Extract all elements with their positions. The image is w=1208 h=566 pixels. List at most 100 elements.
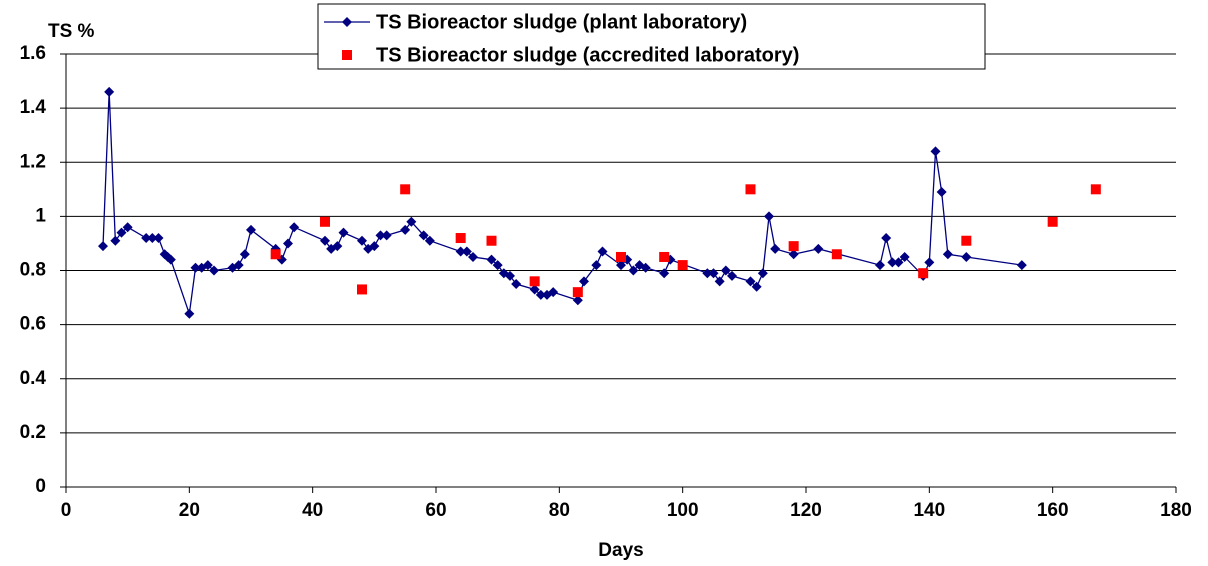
diamond-marker: [239, 249, 250, 260]
y-tick-label: 0.2: [20, 422, 46, 443]
diamond-marker: [622, 254, 633, 265]
diamond-marker: [572, 295, 583, 306]
diamond-marker: [116, 227, 127, 238]
diamond-marker: [338, 227, 349, 238]
x-tick-label: 20: [179, 500, 200, 521]
diamond-marker: [184, 308, 195, 319]
legend-box: [317, 3, 986, 70]
y-tick-label: 0.6: [20, 314, 46, 335]
legend-label: TS Bioreactor sludge (accredited laborat…: [376, 44, 799, 66]
square-marker: [961, 235, 972, 246]
diamond-marker: [289, 222, 300, 233]
diamond-marker: [159, 249, 170, 260]
y-tick-label: 0.4: [20, 368, 47, 389]
diamond-marker: [424, 235, 435, 246]
diamond-marker: [110, 235, 121, 246]
y-tick-label: 1.4: [20, 97, 47, 118]
square-marker: [455, 233, 466, 244]
diamond-marker: [887, 257, 898, 268]
diamond-marker: [745, 276, 756, 287]
y-axis-label: TS %: [48, 21, 95, 42]
square-marker: [486, 235, 497, 246]
diamond-marker: [190, 262, 201, 273]
diamond-marker: [529, 284, 540, 295]
diamond-marker: [505, 270, 515, 281]
diamond-marker: [202, 260, 213, 271]
square-marker: [357, 284, 367, 295]
diamond-marker: [492, 260, 503, 271]
diamond-marker: [535, 289, 546, 300]
diamond-marker: [468, 251, 478, 262]
x-tick-label: 140: [913, 500, 945, 521]
square-marker: [831, 249, 842, 260]
diamond-marker: [246, 224, 256, 235]
diamond-marker: [930, 146, 941, 157]
diamond-marker: [708, 268, 719, 279]
diamond-marker: [418, 230, 429, 241]
diamond-marker: [727, 270, 737, 281]
square-marker: [918, 268, 929, 279]
y-tick-label: 0: [35, 476, 46, 497]
x-tick-label: 60: [425, 500, 446, 521]
x-axis-label: Days: [598, 540, 643, 561]
square-marker: [745, 184, 756, 195]
diamond-marker: [548, 287, 559, 298]
diamond-marker: [1016, 260, 1027, 271]
diamond-marker: [357, 235, 367, 246]
diamond-marker: [400, 224, 411, 235]
diamond-marker: [942, 249, 953, 260]
diamond-marker: [406, 216, 417, 227]
diamond-marker: [720, 265, 731, 276]
diamond-marker: [770, 243, 781, 254]
x-tick-label: 0: [61, 500, 72, 521]
diamond-marker: [104, 86, 115, 97]
diamond-marker: [141, 233, 152, 244]
square-marker: [270, 249, 281, 260]
diamond-marker: [375, 230, 386, 241]
diamond-marker: [751, 281, 762, 292]
diamond-marker: [233, 260, 244, 271]
square-marker: [342, 50, 352, 60]
square-marker: [788, 241, 799, 252]
square-marker: [1090, 184, 1101, 195]
diamond-marker: [283, 238, 293, 249]
diamond-marker: [665, 254, 676, 265]
diamond-marker: [147, 233, 158, 244]
diamond-marker: [342, 17, 352, 27]
diamond-marker: [579, 276, 589, 287]
diamond-marker: [209, 265, 219, 276]
square-marker: [400, 184, 411, 195]
diamond-marker: [757, 268, 768, 279]
diamond-marker: [659, 268, 670, 279]
x-tick-label: 180: [1160, 500, 1192, 521]
square-marker: [677, 260, 688, 271]
diamond-marker: [369, 241, 380, 252]
diamond-marker: [597, 246, 608, 257]
diamond-marker: [936, 187, 947, 198]
diamond-marker: [640, 262, 651, 273]
diamond-marker: [813, 243, 824, 254]
diamond-marker: [628, 265, 639, 276]
x-tick-label: 80: [549, 500, 570, 521]
square-marker: [572, 287, 583, 298]
square-marker: [320, 216, 330, 227]
diamond-marker: [153, 233, 164, 244]
legend: TS Bioreactor sludge (plant laboratory) T…: [317, 3, 986, 70]
diamond-marker: [511, 279, 522, 290]
diamond-marker: [591, 260, 602, 271]
diamond-marker: [486, 254, 497, 265]
diamond-marker: [881, 233, 892, 244]
x-tick-label: 40: [302, 500, 323, 521]
y-tick-label: 1.2: [20, 151, 46, 172]
diamond-marker: [332, 241, 343, 252]
square-marker: [616, 251, 626, 262]
diamond-marker: [276, 254, 287, 265]
square-marker: [659, 251, 670, 262]
x-tick-label: 100: [667, 500, 699, 521]
y-tick-label: 0.8: [20, 260, 46, 281]
square-marker: [529, 276, 540, 287]
y-tick-label: 1: [35, 205, 46, 226]
diamond-marker: [381, 230, 392, 241]
x-tick-label: 120: [790, 500, 822, 521]
